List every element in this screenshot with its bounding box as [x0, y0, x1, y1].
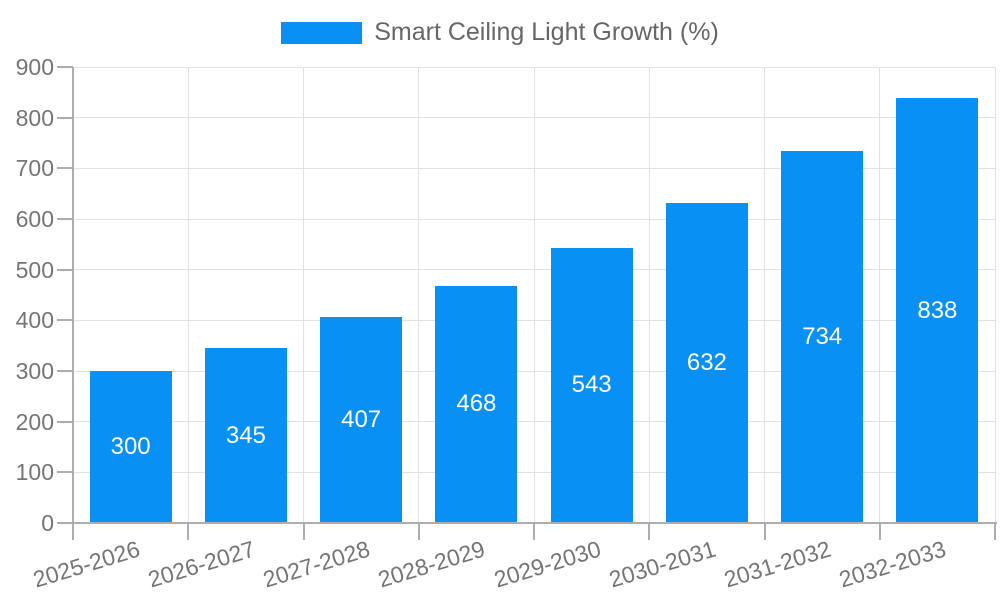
bar-value-label: 632: [686, 348, 727, 376]
bar-value-label: 734: [802, 323, 843, 351]
legend-swatch: [281, 21, 363, 44]
x-gridline: [187, 67, 189, 523]
x-gridline: [418, 67, 420, 523]
bar-value-label: 543: [571, 371, 612, 399]
y-axis-label: 600: [15, 206, 54, 232]
x-axis-tick: [187, 523, 190, 540]
y-axis-tick: [57, 218, 73, 220]
x-axis-tick: [878, 523, 881, 540]
bar-value-label: 345: [225, 421, 266, 449]
y-axis-label: 800: [15, 104, 54, 131]
y-axis-tick: [57, 370, 73, 372]
x-gridline: [303, 67, 304, 523]
bar[interactable]: [896, 98, 979, 522]
y-axis-label: 200: [15, 408, 54, 435]
x-gridline: [648, 67, 650, 523]
x-gridline: [533, 67, 535, 523]
x-gridline: [764, 67, 765, 523]
bar-value-label: 468: [456, 390, 497, 418]
bar[interactable]: [320, 316, 403, 522]
y-axis-tick: [57, 471, 73, 474]
y-axis-label: 0: [41, 510, 54, 536]
y-axis-label: 100: [15, 459, 54, 486]
y-axis-label: 300: [15, 358, 54, 384]
bar[interactable]: [435, 285, 518, 522]
x-axis-tick: [302, 523, 305, 540]
x-axis-tick: [72, 523, 74, 540]
bar[interactable]: [781, 151, 864, 522]
y-axis-tick: [57, 420, 73, 423]
x-gridline: [994, 67, 996, 523]
bar-value-label: 407: [341, 405, 382, 433]
bar[interactable]: [550, 247, 633, 522]
x-axis-tick: [648, 523, 651, 540]
y-axis-line: [72, 67, 74, 524]
y-axis-tick: [57, 268, 73, 271]
y-axis-label: 900: [15, 54, 54, 80]
y-axis-tick: [57, 116, 73, 119]
y-axis-label: 400: [15, 307, 54, 334]
legend-item[interactable]: Smart Ceiling Light Growth (%): [0, 18, 1000, 47]
x-gridline: [879, 67, 881, 523]
y-axis-label: 500: [15, 256, 54, 283]
bar[interactable]: [204, 348, 287, 522]
bar-value-label: 838: [917, 296, 958, 324]
y-axis-tick: [57, 319, 73, 322]
y-axis-label: 700: [15, 155, 54, 182]
y-axis-tick: [57, 66, 73, 68]
bar[interactable]: [665, 202, 748, 522]
x-axis-tick: [533, 523, 535, 540]
legend-label: Smart Ceiling Light Growth (%): [374, 18, 719, 46]
bar[interactable]: [89, 371, 172, 522]
bar-value-label: 300: [110, 433, 151, 460]
y-axis-tick: [57, 522, 73, 524]
y-axis-tick: [57, 167, 73, 170]
x-axis-tick: [994, 523, 996, 540]
x-axis-tick: [417, 523, 420, 540]
x-axis-tick: [763, 523, 766, 540]
